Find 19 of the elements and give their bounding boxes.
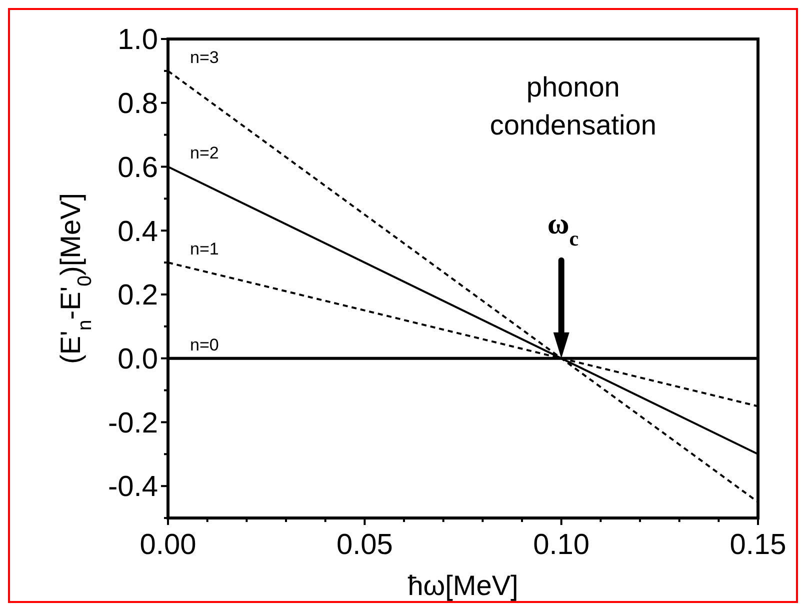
y-tick-label: 0.8 [118,88,158,120]
x-tick-label: 0.05 [336,529,393,561]
annotation: phonon condensation [490,71,656,140]
series-label: n=2 [190,144,219,163]
series-label: n=3 [190,48,219,67]
x-tick-label: 0.00 [140,529,196,561]
x-tick-label: 0.15 [730,529,786,561]
y-tick-label: 0.6 [118,152,158,184]
y-tick-label: 0.4 [118,216,158,248]
y-tick-label: -0.2 [108,407,158,440]
y-tick-label: 0.2 [118,280,158,312]
y-tick-label: -0.4 [108,471,158,504]
series-label: n=1 [190,240,219,259]
series-label: n=0 [190,335,219,354]
y-tick-label: 0.0 [118,343,158,376]
x-tick-label: 0.10 [533,529,590,561]
x-axis-title: ħω[MeV] [408,570,518,601]
annotation: ω$_{c}$ [547,207,579,250]
y-tick-label: 1.0 [118,24,158,56]
